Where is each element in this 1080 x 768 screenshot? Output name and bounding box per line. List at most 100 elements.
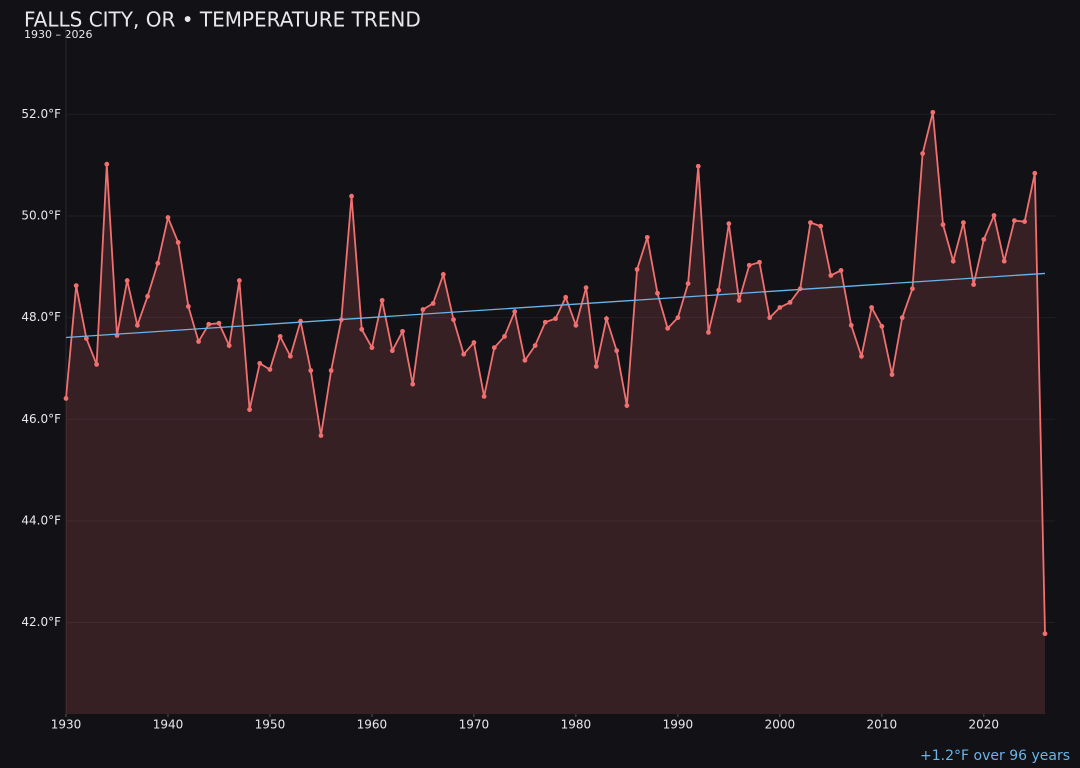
point — [583, 285, 589, 291]
point — [185, 304, 191, 309]
y-tick-label: 46.0°F — [21, 412, 61, 426]
point — [420, 307, 426, 312]
point — [328, 368, 334, 373]
point — [563, 294, 569, 300]
point — [940, 222, 946, 228]
point — [706, 329, 711, 335]
point — [247, 407, 252, 413]
point — [797, 286, 803, 292]
point — [971, 282, 977, 288]
point — [502, 334, 507, 339]
y-tick-label: 52.0°F — [21, 107, 61, 121]
chart-title: FALLS CITY, OR • TEMPERATURE TREND — [24, 8, 421, 32]
point — [685, 281, 691, 286]
point — [604, 316, 609, 322]
point — [349, 193, 354, 199]
point — [716, 287, 722, 293]
point — [400, 328, 405, 334]
point — [83, 336, 89, 341]
x-tick-label: 1930 — [51, 718, 82, 732]
y-tick-label: 42.0°F — [21, 615, 61, 629]
point — [644, 234, 650, 240]
x-tick-label: 2000 — [765, 718, 796, 732]
point — [920, 151, 926, 156]
point — [512, 309, 518, 314]
point — [461, 351, 467, 357]
point — [124, 278, 130, 283]
point — [236, 278, 242, 283]
point — [910, 286, 915, 292]
point — [94, 361, 99, 367]
y-tick-label: 44.0°F — [21, 513, 61, 527]
point — [379, 297, 385, 303]
point — [1022, 219, 1028, 225]
point — [104, 161, 110, 167]
point — [736, 297, 742, 303]
point — [1042, 631, 1048, 637]
point — [950, 258, 956, 264]
point — [961, 220, 966, 226]
point — [899, 315, 905, 321]
point — [308, 368, 314, 373]
x-tick-label: 1950 — [255, 718, 286, 732]
point — [175, 240, 181, 245]
point — [359, 326, 365, 332]
point — [165, 215, 171, 220]
point — [145, 293, 150, 299]
x-tick-label: 1960 — [357, 718, 388, 732]
point — [726, 221, 732, 227]
point — [930, 109, 936, 115]
point — [828, 273, 834, 278]
point — [522, 357, 528, 363]
point — [206, 321, 212, 327]
point — [369, 345, 375, 351]
point — [1012, 218, 1017, 223]
point — [777, 305, 783, 310]
x-tick-label: 1970 — [459, 718, 490, 732]
trend-line — [65, 272, 1046, 339]
x-tick-label: 1990 — [663, 718, 694, 732]
point — [787, 300, 793, 305]
point — [532, 343, 538, 348]
x-tick-label: 2020 — [969, 718, 1000, 732]
point — [818, 223, 824, 229]
point — [471, 340, 477, 345]
point — [553, 316, 558, 322]
point — [838, 267, 844, 273]
point — [267, 367, 273, 372]
point — [410, 381, 416, 387]
point — [859, 353, 864, 359]
point — [277, 334, 283, 339]
point — [73, 283, 79, 289]
point — [848, 322, 854, 328]
point — [634, 266, 640, 272]
point — [1001, 258, 1007, 264]
point — [879, 323, 885, 329]
point — [542, 319, 548, 325]
point — [63, 396, 69, 401]
point — [155, 260, 161, 266]
point — [757, 259, 762, 265]
y-tick-label: 50.0°F — [21, 209, 61, 223]
point — [593, 364, 599, 369]
point — [491, 345, 497, 351]
point — [746, 262, 752, 268]
point — [451, 317, 456, 323]
point — [991, 213, 997, 218]
point — [134, 322, 140, 328]
point — [481, 394, 487, 399]
x-tick-label: 1940 — [153, 718, 184, 732]
point — [196, 339, 201, 344]
point — [981, 236, 987, 242]
point — [257, 360, 263, 366]
point — [430, 301, 436, 306]
point — [440, 272, 446, 277]
point — [216, 320, 222, 326]
point — [573, 322, 579, 328]
point — [1032, 170, 1038, 176]
chart-subtitle: 1930 – 2026 — [24, 28, 92, 41]
point — [675, 315, 681, 321]
point — [808, 220, 813, 226]
